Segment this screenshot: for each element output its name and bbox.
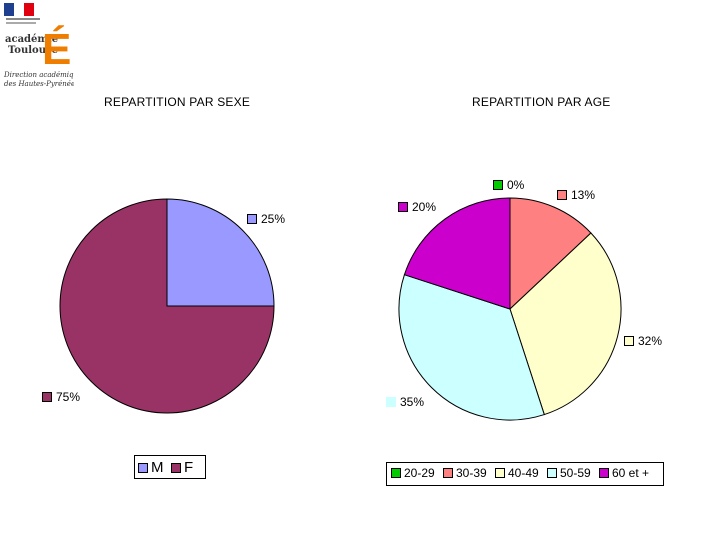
chart-age-title: REPARTITION PAR AGE: [472, 95, 611, 109]
label-swatch-60-plus: [398, 202, 408, 212]
legend-swatch-40-49: [495, 468, 505, 478]
legend-swatch-30-39: [443, 468, 453, 478]
label-swatch-50-59: [386, 397, 396, 407]
legend-swatch-f: [171, 462, 181, 473]
pie-age-slice-30-39: [509, 197, 592, 311]
label-sexe-f-text: 75%: [56, 390, 81, 404]
label-sexe-f: 75%: [42, 390, 80, 404]
legend-swatch-m: [138, 462, 148, 473]
label-sexe-m: 25%: [247, 212, 285, 226]
legend-item-40-49: 40-49: [495, 466, 539, 480]
logo-brand-line2: Toulouse: [8, 45, 58, 56]
label-age-50-59-text: 35%: [400, 395, 425, 409]
label-age-30-39: 13%: [557, 188, 595, 202]
logo-brand-line1: académie: [5, 34, 58, 45]
label-swatch-m: [247, 214, 257, 224]
label-age-50-59: 35%: [386, 395, 424, 409]
pie-age-slice-60-et: [403, 197, 511, 310]
academie-logo: académie Toulouse É Direction académique…: [3, 3, 74, 88]
legend-swatch-50-59: [547, 468, 557, 478]
legend-item-f: F: [171, 459, 193, 476]
legend-label-m: M: [151, 459, 164, 476]
legend-item-m: M: [138, 459, 164, 476]
legend-item-50-59: 50-59: [547, 466, 591, 480]
pie-sexe-slice-f: [59, 198, 275, 414]
label-age-40-49-text: 32%: [638, 334, 663, 348]
legend-sexe: M F: [134, 455, 206, 479]
legend-item-30-39: 30-39: [443, 466, 487, 480]
legend-item-60-plus: 60 et +: [599, 466, 649, 480]
pie-sexe-slice-m: [166, 198, 275, 307]
legend-swatch-60-plus: [599, 468, 609, 478]
pie-age-slice-40-49: [509, 232, 622, 416]
label-age-20-29: 0%: [493, 178, 524, 192]
legend-label-50-59: 50-59: [560, 466, 591, 480]
legend-item-20-29: 20-29: [391, 466, 435, 480]
logo-subtitle-line2: des Hautes-Pyrénées: [4, 80, 74, 88]
label-age-30-39-text: 13%: [571, 188, 596, 202]
label-age-20-29-text: 0%: [507, 178, 525, 192]
legend-label-60-plus: 60 et +: [612, 466, 650, 480]
logo-letter: É: [42, 24, 71, 74]
label-age-60-plus-text: 20%: [412, 200, 437, 214]
legend-label-f: F: [184, 459, 194, 476]
legend-age: 20-29 30-39 40-49 50-59 60 et +: [386, 462, 664, 486]
label-swatch-40-49: [624, 336, 634, 346]
legend-label-30-39: 30-39: [456, 466, 487, 480]
label-age-60-plus: 20%: [398, 200, 436, 214]
label-swatch-30-39: [557, 190, 567, 200]
legend-label-40-49: 40-49: [508, 466, 539, 480]
label-swatch-20-29: [493, 180, 503, 190]
legend-swatch-20-29: [391, 468, 401, 478]
label-age-40-49: 32%: [624, 334, 662, 348]
pie-age-slice-50-59: [398, 274, 545, 421]
logo-subtitle-line1: Direction académique: [3, 71, 74, 79]
label-sexe-m-text: 25%: [261, 212, 286, 226]
label-swatch-f: [42, 392, 52, 402]
french-flag-icon: [4, 3, 34, 16]
legend-label-20-29: 20-29: [404, 466, 435, 480]
chart-sexe-title: REPARTITION PAR SEXE: [104, 95, 251, 109]
